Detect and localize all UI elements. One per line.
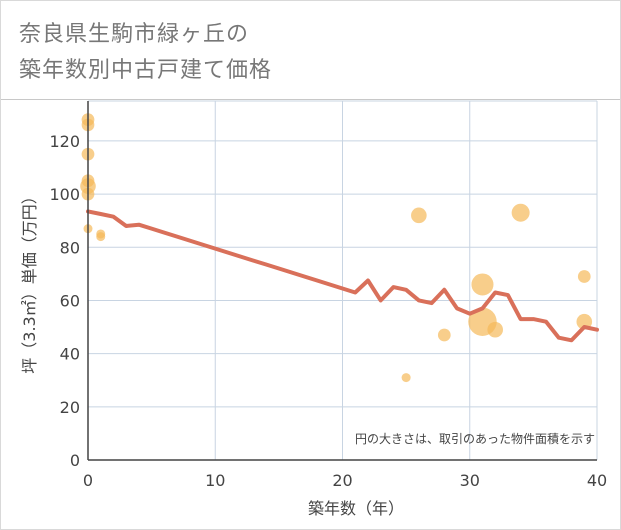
trend-line-series [86, 209, 599, 343]
y-tick-label: 40 [60, 345, 80, 364]
data-bubble [401, 373, 411, 383]
data-bubble [487, 321, 503, 338]
x-tick-label: 10 [205, 471, 225, 490]
chart-title-line-2: 築年数別中古戸建て価格 [19, 58, 273, 83]
chart-title-line-1: 奈良県生駒市緑ヶ丘の [19, 22, 250, 47]
data-bubble [471, 273, 494, 296]
y-tick-label: 20 [60, 398, 80, 417]
chart-title: 奈良県生駒市緑ヶ丘の 築年数別中古戸建て価格 [19, 17, 272, 89]
data-bubble [437, 328, 451, 342]
tick-labels: 0 20 40 60 80 100 120 0 10 20 30 40 [49, 132, 607, 490]
bubble-size-note: 円の大きさは、取引のあった物件面積を示す [355, 431, 595, 446]
y-tick-label: 120 [49, 132, 80, 151]
data-bubble [577, 270, 591, 283]
y-axis-title: 坪（3.3㎡）単価（万円） [20, 188, 39, 373]
chart-grid [88, 100, 598, 460]
average-price-line [86, 209, 599, 343]
chart-axes [87, 101, 597, 461]
x-tick-label: 20 [332, 471, 352, 490]
x-axis-title: 築年数（年） [308, 499, 404, 518]
x-tick-label: 0 [83, 471, 93, 490]
data-bubble [576, 313, 593, 330]
data-bubble [411, 207, 427, 224]
title-divider [1, 99, 620, 100]
x-tick-label: 30 [460, 471, 480, 490]
y-tick-label: 100 [49, 185, 80, 204]
data-bubble [511, 203, 530, 222]
data-bubble [96, 232, 106, 242]
y-tick-label: 80 [60, 238, 80, 257]
y-tick-label: 60 [60, 291, 80, 310]
y-tick-label: 0 [70, 451, 80, 470]
x-tick-label: 40 [587, 471, 607, 490]
